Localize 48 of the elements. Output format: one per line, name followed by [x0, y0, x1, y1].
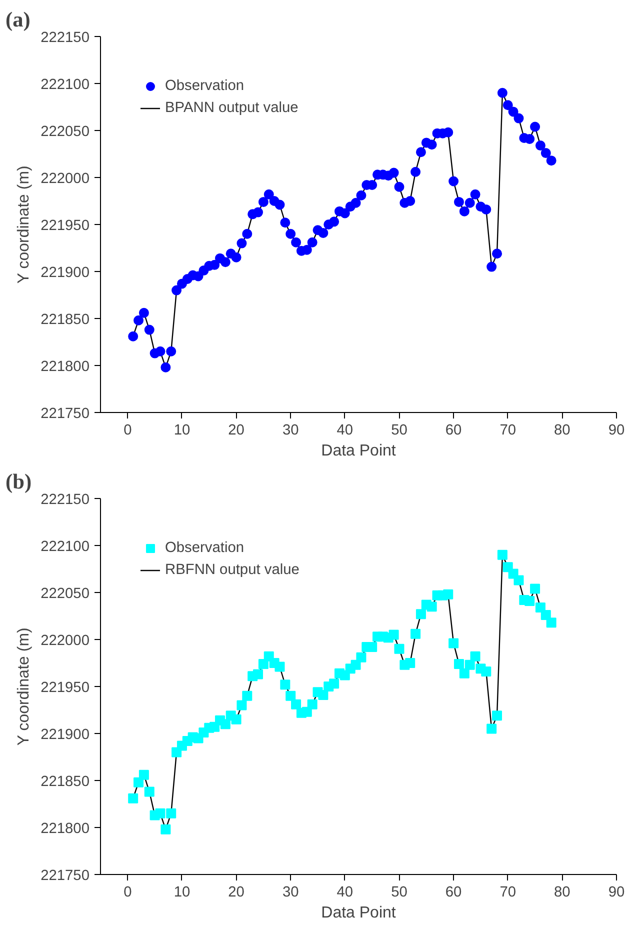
x-tick-label: 0 — [124, 884, 132, 900]
y-tick-label: 221900 — [40, 727, 90, 743]
x-tick-label: 70 — [500, 884, 516, 900]
x-tick-label: 40 — [336, 884, 354, 900]
x-tick-label: 60 — [445, 422, 462, 438]
x-tick-label: 70 — [500, 422, 516, 438]
y-tick-label: 221800 — [40, 359, 90, 375]
y-tick-label: 221850 — [40, 774, 90, 790]
text: (a) — [6, 8, 30, 32]
x-axis-title: Data Point — [321, 904, 396, 922]
y-tick-label: 221950 — [40, 680, 90, 696]
text: (b) — [6, 470, 32, 494]
legend-label: Observation — [165, 540, 244, 556]
x-tick-label: 40 — [336, 422, 354, 438]
x-tick-label: 0 — [124, 422, 132, 438]
x-tick-label: 30 — [282, 884, 299, 900]
x-tick-label: 10 — [174, 884, 190, 900]
x-tick-label: 20 — [228, 884, 244, 900]
y-tick-label: 221950 — [40, 218, 90, 234]
legend-label: Observation — [165, 78, 244, 94]
y-tick-label: 221750 — [40, 406, 90, 422]
y-tick-label: 221900 — [40, 265, 90, 281]
y-axis-title: Y coordinate (m) — [16, 628, 33, 746]
x-tick-label: 60 — [445, 884, 462, 900]
legend-label: RBFNN output value — [165, 562, 300, 578]
y-tick-label: 222100 — [40, 77, 90, 93]
y-tick-label: 222150 — [40, 30, 90, 46]
y-tick-label: 222050 — [40, 124, 90, 140]
x-tick-label: 20 — [228, 422, 244, 438]
x-tick-label: 90 — [608, 884, 625, 900]
x-tick-label: 80 — [554, 422, 570, 438]
x-tick-label: 50 — [391, 422, 408, 438]
y-tick-label: 222100 — [40, 539, 90, 555]
y-tick-label: 221800 — [40, 821, 90, 837]
x-tick-label: 10 — [174, 422, 190, 438]
y-tick-label: 221850 — [40, 312, 90, 328]
y-tick-label: 222050 — [40, 586, 90, 602]
y-tick-label: 221750 — [40, 868, 90, 884]
x-tick-label: 30 — [282, 422, 299, 438]
x-axis-title: Data Point — [321, 442, 396, 460]
y-tick-label: 222000 — [40, 171, 90, 187]
x-tick-label: 90 — [608, 422, 625, 438]
legend-label: BPANN output value — [165, 100, 298, 116]
x-tick-label: 80 — [554, 884, 570, 900]
y-tick-label: 222150 — [40, 492, 90, 508]
y-axis-title: Y coordinate (m) — [16, 166, 33, 284]
x-tick-label: 50 — [391, 884, 408, 900]
y-tick-label: 222000 — [40, 633, 90, 649]
